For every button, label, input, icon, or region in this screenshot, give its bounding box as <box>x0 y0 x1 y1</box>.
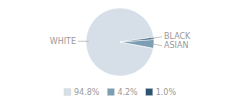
legend-label: 1.0% <box>156 88 177 97</box>
legend-swatch <box>64 89 71 96</box>
legend-label: 4.2% <box>117 88 138 97</box>
leader-line <box>151 44 162 46</box>
slice-labels: WHITE BLACKASIAN <box>50 32 191 50</box>
leader-line <box>78 41 89 42</box>
pie-slice <box>120 37 154 42</box>
slice-label: BLACK <box>164 32 191 41</box>
leader-line <box>151 37 162 39</box>
legend-swatch <box>107 89 114 96</box>
pie <box>86 8 154 76</box>
slice-label: WHITE <box>50 37 76 46</box>
chart: WHITE BLACKASIAN 94.8% 4.2% 1.0% <box>0 0 240 100</box>
legend-label: 94.8% <box>74 88 100 97</box>
legend-swatch <box>146 89 153 96</box>
legend: 94.8% 4.2% 1.0% <box>64 88 176 97</box>
pie-slice <box>86 8 154 76</box>
slice-label: ASIAN <box>164 41 188 50</box>
